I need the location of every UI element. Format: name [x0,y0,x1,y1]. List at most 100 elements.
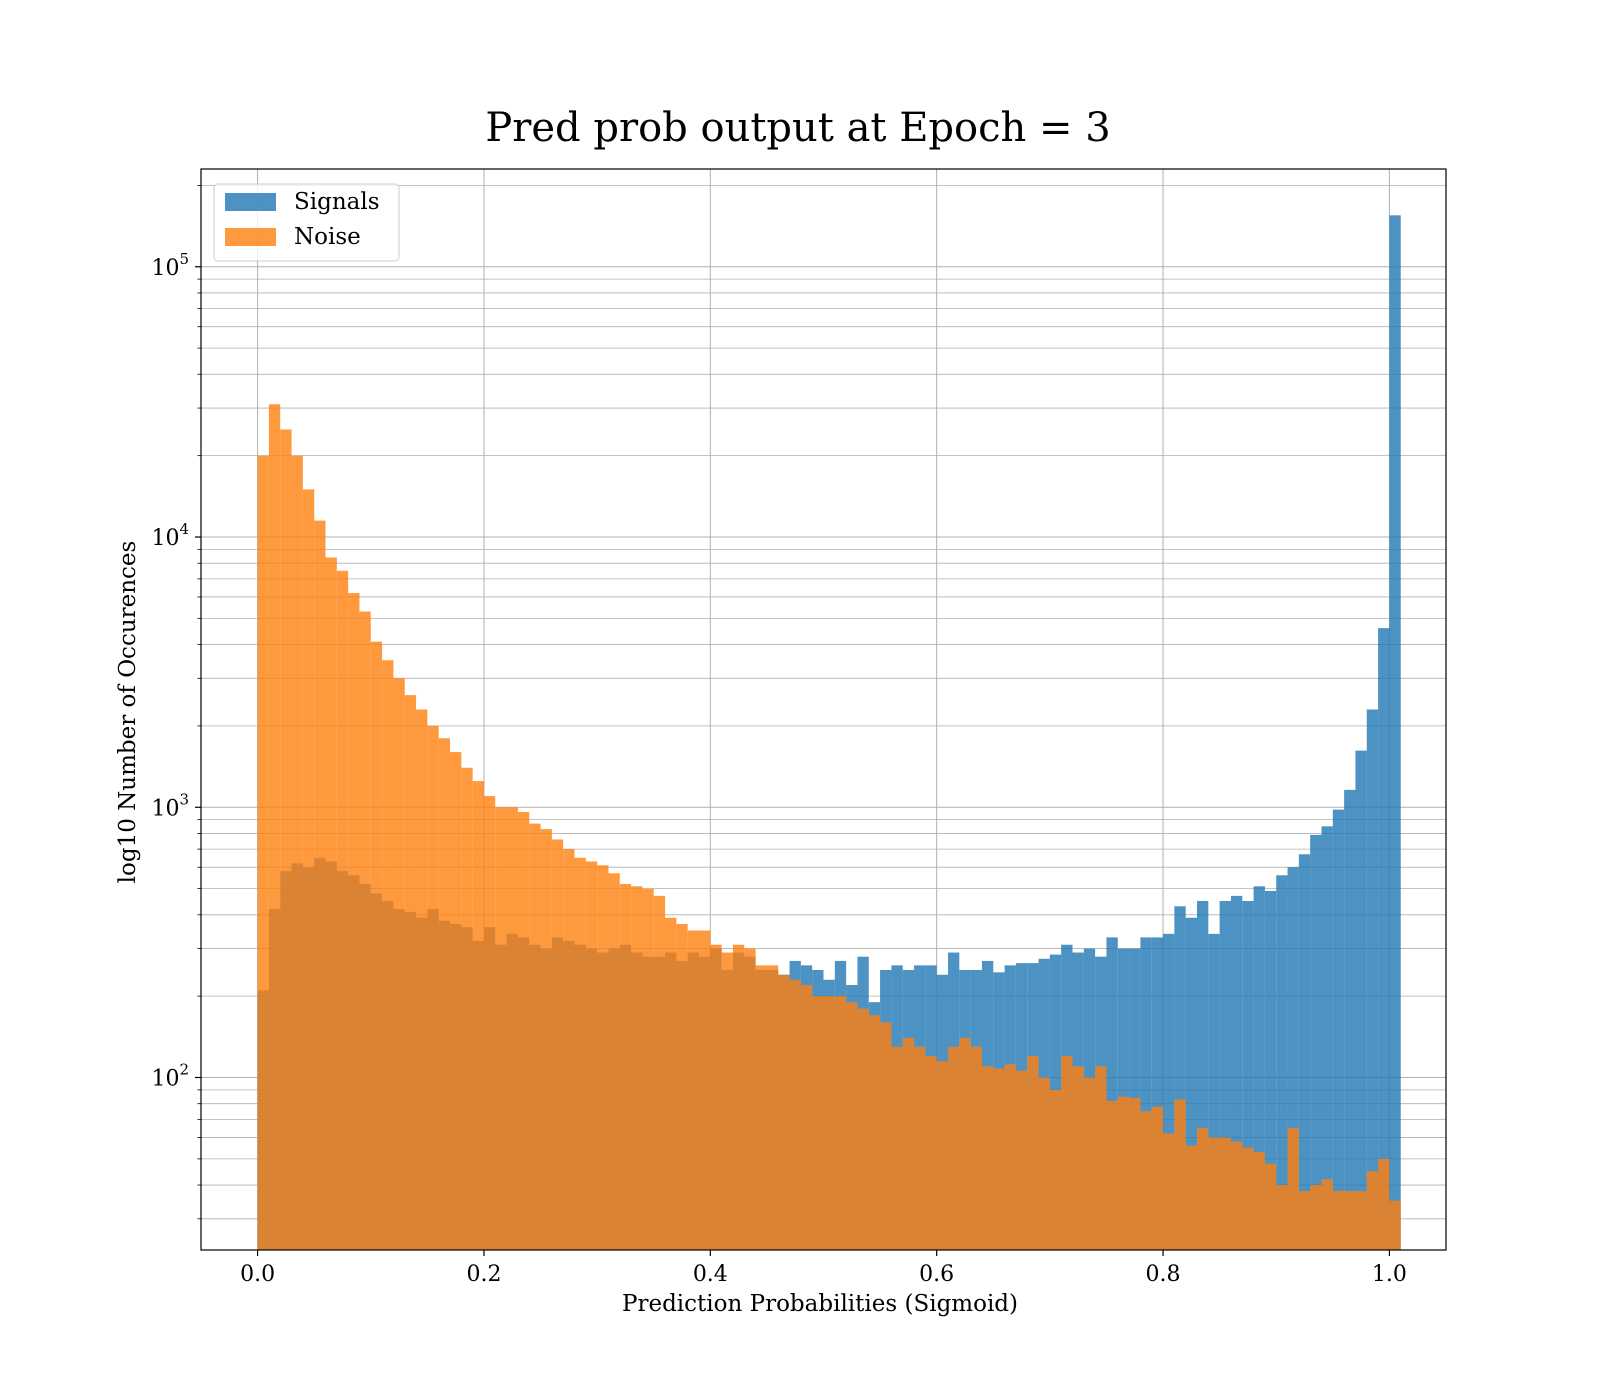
histogram-bar [732,944,745,1250]
histogram-bar [744,948,756,1250]
histogram-bar [1242,1147,1254,1250]
histogram-bar [1321,826,1333,1250]
histogram-bar [438,738,450,1250]
histogram-bar [1253,886,1265,1250]
histogram-bar [1287,1128,1299,1250]
histogram-bar [597,865,609,1250]
histogram-bar [1072,1066,1084,1250]
histogram-bar [1287,867,1299,1250]
histogram-bar [348,593,360,1250]
histogram-bar [1378,1158,1390,1250]
histogram-bar [1264,890,1277,1250]
histogram-bar [914,1046,926,1250]
ticks-layer: 0.0 0.2 0.4 0.6 0.8 1.0 102 103 104 105 [151,185,1407,1287]
histogram-bar [608,873,620,1250]
histogram-bar [1117,1096,1130,1250]
histogram-bar [993,1068,1005,1250]
histogram-bar [857,1008,869,1250]
histogram-bar [1185,917,1197,1250]
histogram-bar [676,923,688,1250]
x-tick-label: 0.4 [693,1262,728,1287]
histogram-bar [959,1038,971,1250]
legend-label-noise: Noise [294,224,361,250]
x-axis-label: Prediction Probabilities (Sigmoid) [622,1291,1018,1317]
y-tick-label: 104 [151,520,189,551]
histogram-bar [868,1015,881,1250]
histogram-bar [619,884,632,1250]
histogram-bar [529,823,541,1250]
histogram-bar [1230,1141,1243,1250]
histogram-bar [1242,900,1254,1250]
histogram-bar [1389,215,1401,1250]
histogram-bar [257,455,269,1250]
histogram-bar [1140,937,1152,1250]
histogram-bar [325,557,337,1250]
histogram-bar [268,404,281,1251]
histogram-bar [1174,906,1186,1250]
histogram-bar [1366,1171,1379,1250]
y-tick-label: 105 [151,250,189,281]
histogram-bar [416,709,428,1250]
histogram-bar [1163,933,1175,1250]
histogram-bar [336,570,349,1250]
histogram-bar [1344,789,1356,1250]
histogram-bar [540,829,552,1250]
histogram-bar [1276,875,1288,1250]
histogram-bar [1310,834,1322,1250]
series-noise-bars [257,404,1401,1251]
histogram-bar [404,695,417,1250]
histogram-bar [880,1022,892,1250]
histogram-bar [1298,854,1311,1250]
histogram-bar [461,767,473,1250]
histogram-bar [1015,1070,1028,1250]
legend-swatch-noise [225,228,276,246]
histogram-bar [382,660,394,1250]
histogram-bar [653,895,666,1250]
histogram-bar [1230,895,1243,1250]
histogram-bar [778,974,790,1250]
histogram-bar [574,857,586,1250]
histogram-bar [450,752,462,1250]
legend-swatch-signals [225,193,276,211]
histogram-bar [970,1046,982,1250]
histogram-bar [1049,1089,1062,1250]
histogram-bar [1197,900,1209,1250]
histogram-bar [823,996,835,1250]
histogram-bar [427,725,439,1250]
histogram-bar [631,886,643,1250]
histogram-bar [687,930,699,1250]
histogram-bar [710,944,722,1250]
histogram-bar [393,678,405,1250]
histogram-bar [1298,1191,1311,1250]
histogram-bar [483,796,496,1250]
histogram-bar [551,839,564,1250]
histogram-bar [800,984,813,1250]
histogram-bar [665,917,677,1250]
histogram-bar [1310,1185,1322,1250]
x-tick-label: 0.8 [1146,1262,1181,1287]
histogram-bar [1140,1111,1152,1250]
histogram-bar [721,952,733,1250]
histogram-bar [280,429,292,1251]
x-tick-label: 1.0 [1372,1262,1407,1287]
histogram-bar [1208,933,1220,1250]
histogram-bar [902,1038,915,1250]
x-tick-label: 0.6 [919,1262,954,1287]
histogram-bar [642,888,654,1250]
histogram-bar [699,930,711,1250]
histogram-bar [1083,1077,1096,1250]
histogram-bar [495,807,507,1250]
histogram-bar [1219,1137,1231,1250]
histogram-bar [1208,1137,1220,1250]
histogram-bar [1197,1128,1209,1250]
histogram-bar [812,996,824,1250]
histogram-bar [1004,1064,1016,1250]
y-tick-label: 103 [151,790,189,821]
histogram-bar [1366,709,1379,1250]
histogram-bar [948,1046,960,1250]
histogram-bar [563,849,575,1250]
histogram-bar [1355,750,1367,1250]
histogram-bar [1344,1191,1356,1250]
histogram-bar [517,812,530,1250]
